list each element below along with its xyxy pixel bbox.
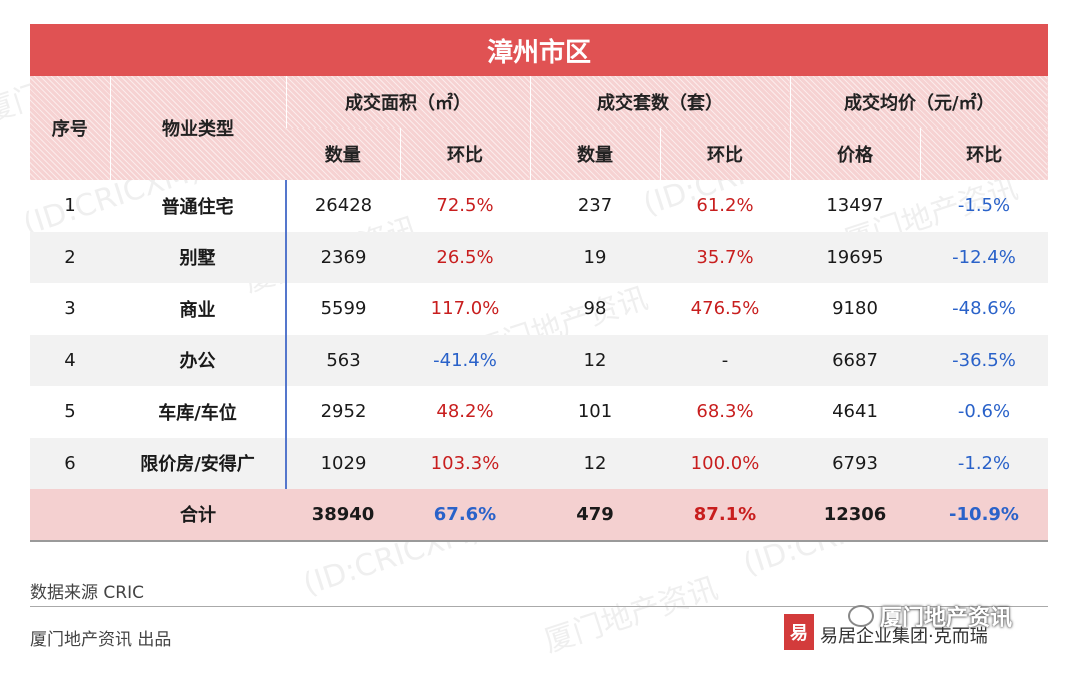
total-row: 合计 38940 67.6% 479 87.1% 12306 -10.9%: [30, 489, 1049, 542]
cell-price-mom: -12.4%: [920, 231, 1049, 283]
header-type: 物业类型: [109, 76, 286, 180]
header-group-area: 成交面积（㎡）: [285, 76, 530, 128]
cell-price: 19695: [790, 231, 920, 283]
cell-seq: [30, 489, 110, 542]
cell-area: 5599: [285, 283, 400, 335]
cell-area: 2952: [285, 386, 400, 438]
cell-area-mom: -41.4%: [400, 334, 530, 386]
cell-units: 101: [577, 401, 613, 423]
cell-type: 普通住宅: [161, 196, 234, 218]
cell-area-mom: 103.3%: [400, 437, 530, 489]
table-row: 4 办公 563 -41.4% 12 - 6687 -36.5%: [30, 334, 1049, 386]
cell-units: 12: [530, 437, 660, 489]
watermark-text: 厦门地产资讯: [540, 570, 723, 660]
wechat-account-name: 厦门地产资讯: [880, 606, 1013, 631]
cell-units: 19: [530, 231, 660, 283]
cell-price-mom: -0.6%: [957, 401, 1011, 423]
header-group-price: 成交均价（元/㎡）: [789, 76, 1049, 128]
brand-logo-icon: 易: [784, 614, 814, 650]
cell-units: 98: [583, 298, 607, 320]
table-row: 5 车库/车位 2952 48.2% 101 68.3% 4641 -0.6%: [30, 386, 1048, 438]
header-area-mom: 环比: [399, 128, 530, 180]
header-price-mom: 环比: [919, 128, 1049, 180]
publisher-note: 厦门地产资讯 出品: [30, 630, 172, 650]
cell-area: 2369: [285, 231, 400, 283]
data-source-note: 数据来源 CRIC: [30, 583, 144, 603]
cell-type: 别墅: [110, 231, 286, 283]
header-units-mom: 环比: [659, 128, 790, 180]
cell-price-mom: -1.2%: [920, 437, 1049, 489]
cell-price-mom: -48.6%: [952, 298, 1016, 320]
total-price: 12306: [790, 489, 920, 542]
header-price: 价格: [789, 128, 920, 180]
brand-name: 易居企业集团·克而瑞: [820, 626, 988, 647]
table-row: 3 商业 5599 117.0% 98 476.5% 9180 -48.6%: [30, 283, 1048, 335]
cell-seq: 6: [30, 437, 110, 489]
cell-area-mom: 26.5%: [400, 231, 530, 283]
cell-units-mom: 476.5%: [690, 298, 760, 320]
cell-area-mom: 117.0%: [430, 298, 500, 320]
cell-area-mom: 72.5%: [436, 195, 494, 217]
cell-type: 车库/车位: [158, 402, 237, 424]
cell-price: 4641: [832, 401, 878, 423]
cell-type: 办公: [110, 334, 286, 386]
table-row: 2 别墅 2369 26.5% 19 35.7% 19695 -12.4%: [30, 231, 1049, 283]
cell-units-mom: 68.3%: [696, 401, 754, 423]
total-label: 合计: [110, 489, 286, 542]
cell-type: 限价房/安得广: [110, 437, 286, 489]
cell-price-mom: -36.5%: [920, 334, 1049, 386]
cell-units-mom: 35.7%: [660, 231, 790, 283]
wechat-icon: [848, 605, 874, 627]
cell-seq: 1: [64, 195, 76, 217]
cell-area: 1029: [285, 437, 400, 489]
table-row: 6 限价房/安得广 1029 103.3% 12 100.0% 6793 -1.…: [30, 437, 1049, 489]
cell-price-mom: -1.5%: [957, 195, 1011, 217]
cell-units-mom: 61.2%: [696, 195, 754, 217]
total-units: 479: [530, 489, 660, 542]
cell-units-mom: -: [660, 334, 790, 386]
cell-units: 12: [530, 334, 660, 386]
cell-price: 9180: [832, 298, 878, 320]
table-row: 1 普通住宅 26428 72.5% 237 61.2% 13497 -1.5%: [30, 180, 1048, 232]
cell-seq: 3: [64, 298, 76, 320]
cell-price: 13497: [826, 195, 884, 217]
total-area-mom: 67.6%: [400, 489, 530, 542]
cell-price: 6793: [790, 437, 920, 489]
cell-units: 237: [577, 195, 613, 217]
header-group-units: 成交套数（套）: [529, 76, 790, 128]
cell-type: 商业: [179, 299, 216, 321]
cell-price: 6687: [790, 334, 920, 386]
header-seq: 序号: [30, 76, 110, 180]
cell-units-mom: 100.0%: [660, 437, 790, 489]
total-area: 38940: [286, 489, 400, 542]
header-units-qty: 数量: [529, 128, 660, 180]
cell-area-mom: 48.2%: [436, 401, 494, 423]
data-table: 序号 物业类型 成交面积（㎡） 成交套数（套） 成交均价（元/㎡） 数量 环比 …: [30, 76, 1049, 542]
table-title: 漳州市区: [30, 24, 1048, 76]
total-units-mom: 87.1%: [660, 489, 790, 542]
cell-seq: 4: [30, 334, 110, 386]
cell-area: 563: [285, 334, 400, 386]
cell-seq: 2: [30, 231, 110, 283]
total-price-mom: -10.9%: [920, 489, 1049, 542]
header-area-qty: 数量: [286, 128, 400, 180]
cell-area: 26428: [285, 180, 400, 232]
cell-seq: 5: [64, 401, 76, 423]
data-table-container: 漳州市区 序号 物业类型 成交面积（㎡） 成交套数（套） 成交均价（元/㎡） 数…: [30, 24, 1049, 542]
wechat-watermark: 厦门地产资讯: [848, 600, 1012, 632]
footer-divider: [30, 606, 1048, 607]
